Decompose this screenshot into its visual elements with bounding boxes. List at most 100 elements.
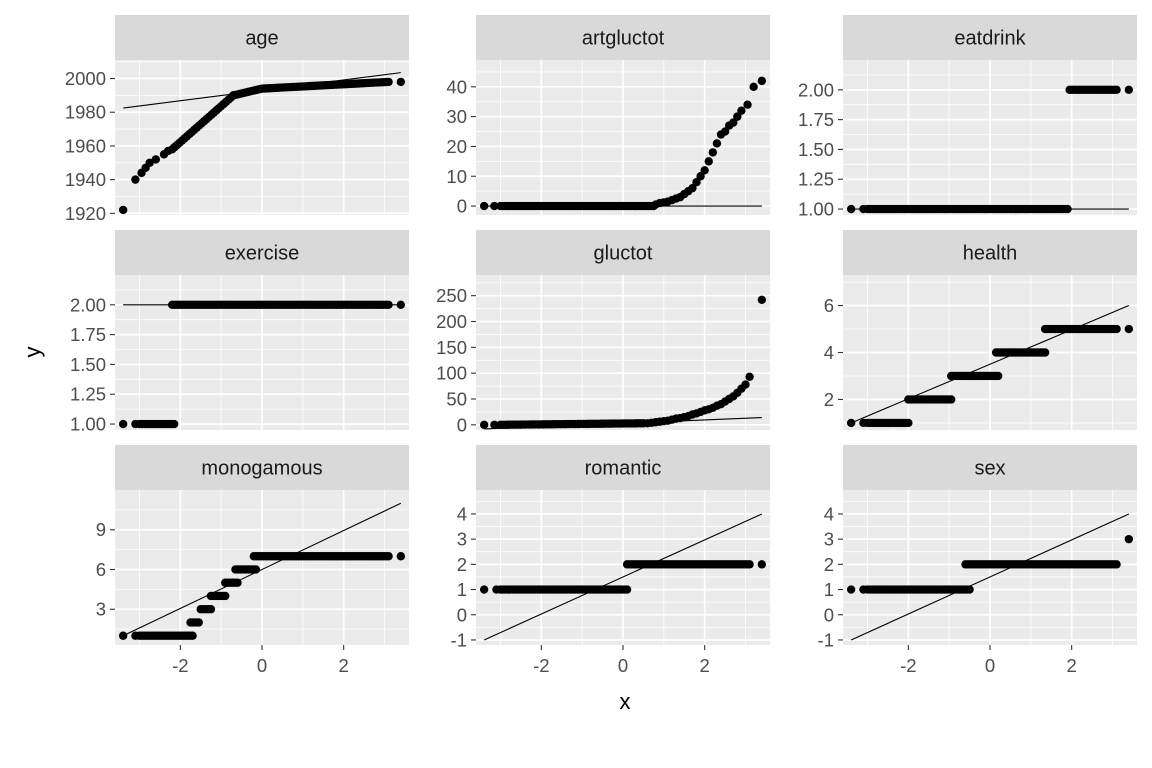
data-point bbox=[1124, 534, 1134, 544]
y-tick-label: 1.75 bbox=[70, 324, 106, 345]
data-point bbox=[733, 112, 742, 121]
data-point bbox=[479, 201, 489, 211]
y-tick-label: 3 bbox=[457, 529, 467, 550]
data-point bbox=[965, 585, 974, 594]
y-tick-label: 1.00 bbox=[70, 414, 106, 435]
data-point bbox=[993, 371, 1003, 381]
data-point bbox=[384, 300, 393, 310]
data-point bbox=[708, 148, 718, 157]
y-tick-label: 1.50 bbox=[798, 139, 834, 160]
data-point bbox=[194, 618, 203, 627]
data-point bbox=[757, 76, 767, 86]
data-point bbox=[947, 395, 956, 404]
data-point bbox=[846, 418, 856, 428]
data-point bbox=[692, 178, 701, 187]
facet-panel: romantic -1 0 1 2 3 4 -2 0 2 bbox=[451, 445, 770, 676]
facet-strip-label: gluctot bbox=[594, 243, 653, 265]
x-tick-label: 2 bbox=[700, 655, 710, 676]
data-point bbox=[757, 560, 767, 569]
data-point bbox=[720, 127, 730, 136]
data-point bbox=[396, 300, 406, 310]
data-point bbox=[737, 106, 746, 115]
x-tick-label: 0 bbox=[257, 655, 267, 676]
facet-strip bbox=[476, 445, 770, 490]
data-point bbox=[118, 205, 128, 215]
data-point bbox=[170, 419, 179, 429]
data-point bbox=[688, 183, 697, 193]
x-tick-label: 0 bbox=[618, 655, 628, 676]
data-point bbox=[846, 585, 856, 594]
facet-panel: artgluctot 0 10 20 30 40 bbox=[446, 15, 770, 217]
data-point bbox=[704, 157, 713, 166]
y-tick-label: 50 bbox=[446, 389, 467, 410]
y-tick-label: 3 bbox=[824, 529, 834, 550]
facet-strip-label: monogamous bbox=[201, 458, 322, 480]
facet-strip-label: eatdrink bbox=[954, 28, 1026, 50]
data-point bbox=[622, 585, 632, 594]
facet-strip-label: artgluctot bbox=[582, 28, 665, 50]
x-tick-label: -2 bbox=[172, 655, 188, 676]
y-tick-label: 40 bbox=[446, 76, 467, 97]
data-point bbox=[749, 82, 758, 92]
y-tick-label: 150 bbox=[436, 337, 467, 358]
y-tick-label: 4 bbox=[457, 503, 467, 524]
y-axis-title: y bbox=[20, 347, 45, 358]
facet-strip-label: sex bbox=[974, 458, 1005, 480]
y-tick-label: 2.00 bbox=[798, 79, 834, 100]
data-point bbox=[118, 631, 128, 640]
facet-strip bbox=[843, 230, 1137, 275]
data-point bbox=[1112, 324, 1121, 334]
data-point bbox=[384, 552, 393, 561]
plot-area bbox=[118, 502, 406, 640]
data-point bbox=[1112, 85, 1121, 95]
data-point bbox=[221, 591, 230, 601]
x-tick-label: 2 bbox=[339, 655, 349, 676]
data-point bbox=[490, 201, 499, 211]
plot-area bbox=[479, 76, 767, 211]
y-tick-label: 1.75 bbox=[798, 109, 834, 130]
data-point bbox=[846, 204, 856, 214]
plot-area bbox=[846, 305, 1134, 428]
data-point bbox=[696, 172, 705, 181]
data-point bbox=[1112, 560, 1121, 569]
data-point bbox=[757, 295, 767, 304]
facet-strip bbox=[115, 15, 409, 60]
qq-reference-line bbox=[483, 513, 763, 641]
facet-panel: sex -1 0 1 2 3 4 -2 0 2 bbox=[818, 445, 1137, 676]
data-point bbox=[745, 372, 754, 381]
data-point bbox=[1063, 204, 1072, 214]
y-tick-label: 2 bbox=[824, 554, 834, 575]
y-tick-label: 1.50 bbox=[70, 354, 106, 375]
data-point bbox=[700, 166, 709, 175]
plot-area bbox=[118, 72, 406, 215]
plot-area bbox=[846, 513, 1134, 641]
y-tick-label: 10 bbox=[446, 166, 467, 187]
data-point bbox=[396, 77, 406, 87]
facet-panels: age19201940196019802000artgluctot0102030… bbox=[65, 15, 1137, 676]
plot-area bbox=[479, 513, 767, 641]
y-tick-label: 0 bbox=[457, 196, 467, 217]
data-point bbox=[479, 420, 489, 430]
y-tick-label: 2 bbox=[824, 389, 834, 410]
facet-panel: exercise 1.00 1.25 1.50 1.75 2.00 bbox=[70, 230, 409, 435]
data-point bbox=[233, 578, 242, 587]
data-point bbox=[145, 158, 154, 167]
data-point bbox=[1124, 85, 1134, 95]
x-tick-label: -2 bbox=[533, 655, 549, 676]
y-tick-label: 0 bbox=[457, 414, 467, 435]
facet-strip-label: health bbox=[963, 243, 1018, 265]
y-tick-label: 3 bbox=[96, 599, 106, 620]
y-tick-label: 2.00 bbox=[70, 294, 106, 315]
y-tick-label: 9 bbox=[96, 519, 106, 540]
x-axis-title: x bbox=[620, 689, 631, 714]
y-tick-label: 1.25 bbox=[798, 169, 834, 190]
facet-strip-label: exercise bbox=[225, 243, 299, 265]
x-tick-label: -2 bbox=[900, 655, 916, 676]
y-tick-label: 6 bbox=[96, 559, 106, 580]
data-point bbox=[745, 560, 754, 569]
facet-strip bbox=[115, 230, 409, 275]
facet-strip bbox=[843, 15, 1137, 60]
y-tick-label: 1 bbox=[824, 579, 834, 600]
data-point bbox=[741, 380, 750, 389]
